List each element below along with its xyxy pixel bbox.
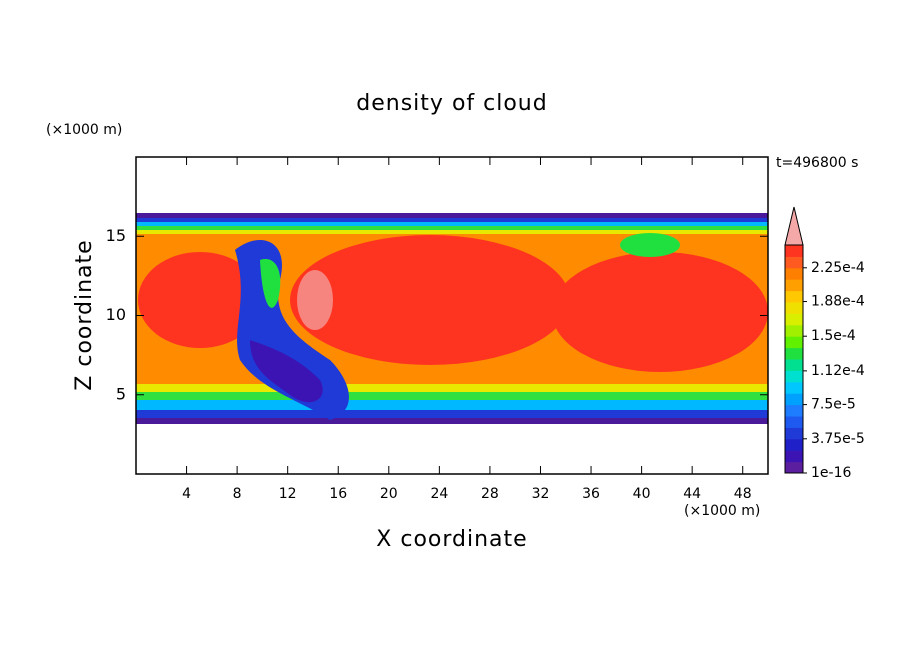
colorbar-tick-label: 1.88e-4 <box>811 294 865 310</box>
field-region <box>260 259 281 308</box>
field-region <box>290 235 570 365</box>
colorbar-tick-label: 3.75e-5 <box>811 431 865 447</box>
field-region <box>297 270 333 330</box>
x-tick-label: 16 <box>329 486 347 502</box>
chart-title: density of cloud <box>356 91 547 116</box>
colorbar-tick-label: 1.12e-4 <box>811 363 865 379</box>
field <box>136 213 768 424</box>
colorbar-band <box>785 416 803 428</box>
colorbar-band <box>785 370 803 383</box>
colorbar-band <box>785 427 803 440</box>
colorbar-band <box>785 302 803 314</box>
x-axis-label: X coordinate <box>376 527 527 552</box>
x-tick-label: 44 <box>683 486 701 502</box>
field-region <box>250 340 323 403</box>
y-unit: (×1000 m) <box>46 122 122 138</box>
colorbar-tick-label: 1.5e-4 <box>811 328 856 344</box>
colorbar-frame <box>784 244 804 474</box>
colorbar-band <box>785 461 803 474</box>
colorbar-band <box>785 336 803 349</box>
x-tick-label: 48 <box>734 486 752 502</box>
colorbar-band <box>785 313 803 326</box>
colorbar-band <box>785 279 803 292</box>
colorbar-tick-label: 7.5e-5 <box>811 397 856 413</box>
x-tick-label: 8 <box>233 486 242 502</box>
colorbar-band <box>785 393 803 406</box>
colorbar-band <box>785 450 803 463</box>
colorbar-band <box>785 438 803 451</box>
x-tick-label: 4 <box>182 486 191 502</box>
colorbar-band <box>785 290 803 303</box>
colorbar-band <box>785 347 803 360</box>
colorbar-tick-label: 1e-16 <box>811 465 851 481</box>
time-label: t=496800 s <box>776 155 858 171</box>
x-tick-label: 12 <box>279 486 297 502</box>
colorbar-band <box>785 324 803 337</box>
field-region <box>620 233 680 257</box>
colorbar-band <box>785 404 803 417</box>
colorbar-band <box>785 245 803 257</box>
x-unit: (×1000 m) <box>684 503 760 519</box>
colorbar-band <box>785 359 803 371</box>
x-tick-label: 20 <box>380 486 398 502</box>
x-tick-label: 32 <box>532 486 550 502</box>
x-tick-label: 40 <box>633 486 651 502</box>
y-tick-label: 15 <box>106 226 126 245</box>
colorbar-band <box>785 256 803 269</box>
y-tick-label: 10 <box>106 305 126 324</box>
colorbar-tick-label: 2.25e-4 <box>811 260 865 276</box>
field-region <box>138 252 262 348</box>
x-tick-label: 28 <box>481 486 499 502</box>
y-axis-label: Z coordinate <box>72 239 97 390</box>
colorbar-extend <box>784 206 804 246</box>
field-region <box>552 252 768 372</box>
colorbar-band <box>785 381 803 394</box>
colorbar-band <box>785 267 803 280</box>
x-tick-label: 36 <box>582 486 600 502</box>
x-tick-label: 24 <box>430 486 448 502</box>
y-tick-label: 5 <box>116 384 126 403</box>
